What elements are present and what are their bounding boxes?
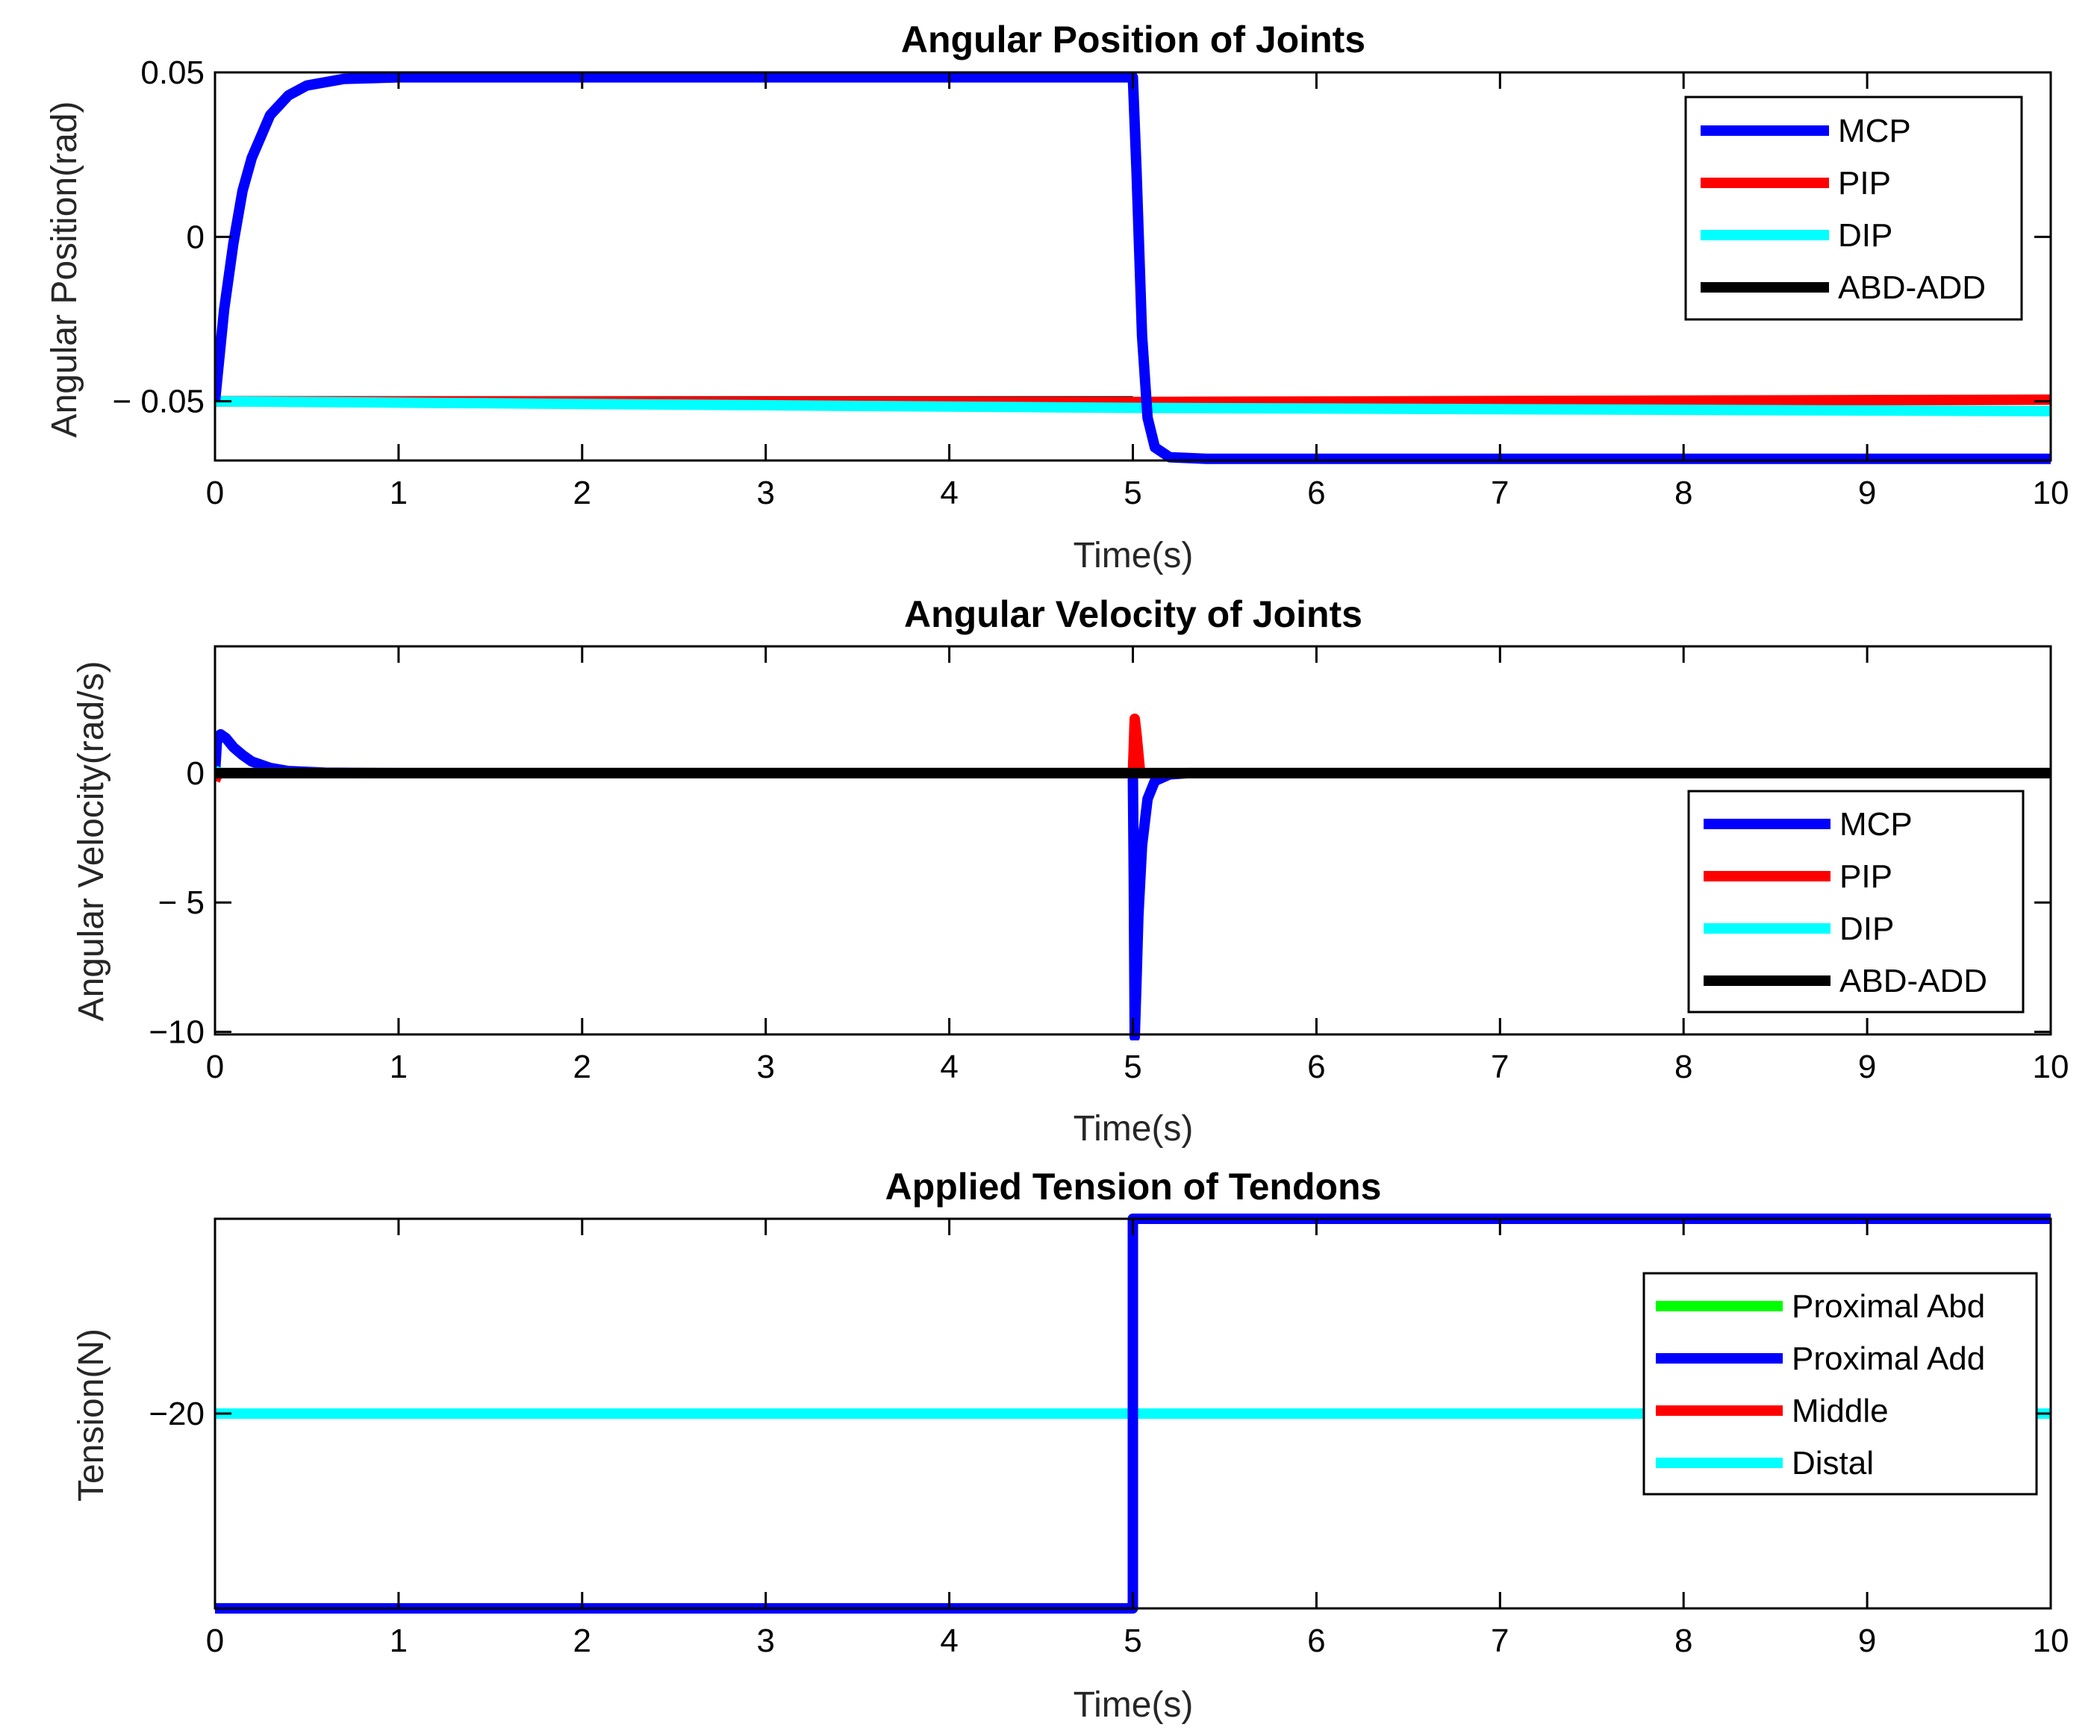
x-axis-label: Time(s) bbox=[1074, 1109, 1194, 1149]
x-tick-label: 8 bbox=[1674, 1623, 1692, 1659]
legend-label: ABD-ADD bbox=[1839, 963, 1987, 999]
x-tick-label: 3 bbox=[756, 1049, 774, 1085]
series-group bbox=[215, 72, 2051, 464]
legend-entry-dip: DIP bbox=[1701, 217, 1892, 254]
x-tick-label: 7 bbox=[1491, 1623, 1509, 1659]
y-tick-label: 0.05 bbox=[140, 54, 205, 91]
legend-label: Proximal Add bbox=[1792, 1340, 1985, 1377]
x-tick-label: 5 bbox=[1124, 1049, 1141, 1085]
y-tick-label: 0 bbox=[187, 755, 205, 792]
legend: MCP PIP DIP ABD-ADD bbox=[1687, 790, 2025, 1014]
legend-label: ABD-ADD bbox=[1838, 269, 1986, 306]
legend-label: DIP bbox=[1839, 911, 1894, 947]
x-tick-label: 1 bbox=[390, 475, 408, 511]
y-tick-label: −20 bbox=[149, 1396, 205, 1432]
x-tick-label: 1 bbox=[390, 1623, 408, 1659]
x-tick-label: 3 bbox=[756, 1623, 774, 1659]
legend-entry-distal: Distal bbox=[1656, 1445, 1874, 1481]
legend-label: PIP bbox=[1838, 165, 1891, 202]
legend-entry-mcp: MCP bbox=[1704, 806, 1913, 843]
x-tick-label: 2 bbox=[573, 1049, 591, 1085]
x-tick-label: 5 bbox=[1124, 1623, 1141, 1659]
x-tick-label: 6 bbox=[1307, 1623, 1325, 1659]
chart-panel-angular-velocity: Angular Velocity of Joints Time(s) Angul… bbox=[72, 593, 2069, 1149]
x-tick-label: 8 bbox=[1674, 1049, 1692, 1085]
x-axis-label: Time(s) bbox=[1074, 536, 1194, 575]
legend-label: Middle bbox=[1792, 1393, 1889, 1429]
chart-title: Angular Position of Joints bbox=[901, 19, 1365, 60]
chart-panel-applied-tension: Applied Tension of Tendons Time(s) Tensi… bbox=[72, 1166, 2069, 1725]
y-tick-label: 0 bbox=[187, 219, 205, 255]
y-axis-label: Angular Velocity(rad/s) bbox=[72, 661, 111, 1022]
chart-panel-angular-position: Angular Position of Joints Time(s) Angul… bbox=[45, 19, 2069, 575]
x-tick-label: 3 bbox=[756, 475, 774, 511]
legend-label: Proximal Abd bbox=[1792, 1288, 1985, 1325]
x-tick-label: 8 bbox=[1674, 475, 1692, 511]
x-tick-label: 10 bbox=[2033, 1623, 2069, 1659]
y-tick-label: − 0.05 bbox=[112, 384, 205, 420]
legend-entry-dip: DIP bbox=[1704, 911, 1894, 947]
legend-entry-mcp: MCP bbox=[1701, 113, 1911, 149]
x-tick-label: 2 bbox=[573, 475, 591, 511]
y-axis-label: Tension(N) bbox=[72, 1328, 111, 1502]
y-tick-label: − 5 bbox=[158, 884, 205, 921]
x-tick-label: 0 bbox=[206, 1049, 224, 1085]
x-tick-label: 10 bbox=[2033, 1049, 2069, 1085]
legend-entry-pip: PIP bbox=[1701, 165, 1891, 202]
x-tick-label: 0 bbox=[206, 475, 224, 511]
x-axis-label: Time(s) bbox=[1074, 1685, 1194, 1725]
plot-area: 0 1 2 3 4 5 6 7 8 9 10 0.05 0 − 0.05 bbox=[112, 54, 2069, 511]
x-tick-label: 9 bbox=[1858, 1049, 1876, 1085]
x-tick-label: 1 bbox=[390, 1049, 408, 1085]
x-tick-label: 2 bbox=[573, 1623, 591, 1659]
legend-entry-abd-add: ABD-ADD bbox=[1701, 269, 1986, 306]
chart-title: Applied Tension of Tendons bbox=[885, 1166, 1382, 1208]
legend-entry-pip: PIP bbox=[1704, 858, 1892, 895]
legend-entry-abd-add: ABD-ADD bbox=[1704, 963, 1987, 999]
x-tick-label: 4 bbox=[940, 1623, 958, 1659]
x-tick-label: 9 bbox=[1858, 1623, 1876, 1659]
legend-entry-proximal-abd: Proximal Abd bbox=[1656, 1288, 1985, 1325]
plot-area: 0 1 2 3 4 5 6 7 8 9 10 0 − 5 −10 bbox=[149, 645, 2069, 1085]
x-tick-label: 7 bbox=[1491, 1049, 1509, 1085]
legend-label: MCP bbox=[1839, 806, 1913, 843]
legend-label: DIP bbox=[1838, 217, 1892, 254]
legend: MCP PIP DIP ABD-ADD bbox=[1684, 96, 2023, 321]
legend-label: PIP bbox=[1839, 858, 1892, 895]
legend-label: MCP bbox=[1838, 113, 1911, 149]
x-tick-label: 7 bbox=[1491, 475, 1509, 511]
y-tick-label: −10 bbox=[149, 1014, 205, 1051]
series-line-dip bbox=[215, 396, 2051, 416]
chart-title: Angular Velocity of Joints bbox=[904, 593, 1362, 635]
legend-label: Distal bbox=[1792, 1445, 1874, 1481]
x-tick-label: 6 bbox=[1307, 475, 1325, 511]
x-tick-label: 9 bbox=[1858, 475, 1876, 511]
legend-entry-middle: Middle bbox=[1656, 1393, 1889, 1429]
x-tick-label: 4 bbox=[940, 1049, 958, 1085]
x-tick-label: 0 bbox=[206, 1623, 224, 1659]
legend: Proximal Abd Proximal Add Middle Distal bbox=[1642, 1272, 2038, 1496]
legend-entry-proximal-add: Proximal Add bbox=[1656, 1340, 1985, 1377]
series-line-mcp bbox=[215, 72, 2051, 464]
x-tick-label: 6 bbox=[1307, 1049, 1325, 1085]
x-tick-label: 5 bbox=[1124, 475, 1141, 511]
y-axis-label: Angular Position(rad) bbox=[45, 102, 84, 438]
x-tick-label: 4 bbox=[940, 475, 958, 511]
x-tick-label: 10 bbox=[2033, 475, 2069, 511]
